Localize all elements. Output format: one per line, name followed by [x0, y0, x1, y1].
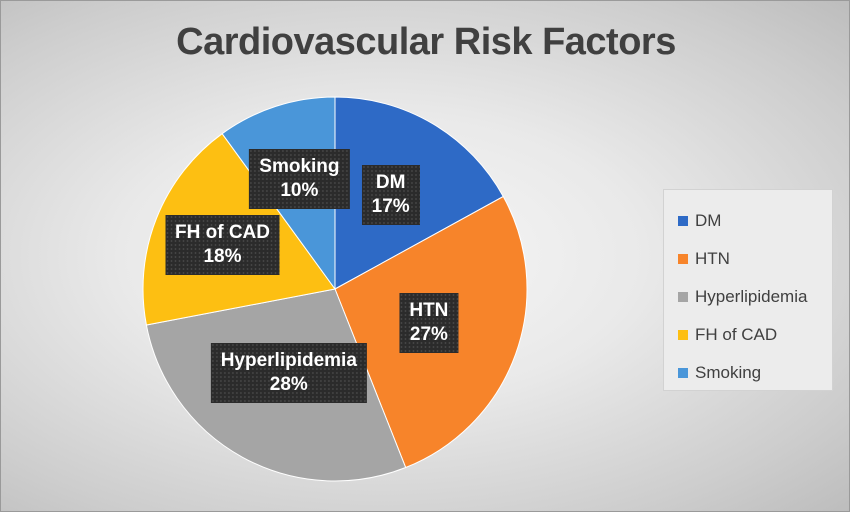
data-label-percent: 27% [409, 323, 448, 345]
legend-item-dm: DM [678, 202, 832, 240]
legend-item-htn: HTN [678, 240, 832, 278]
data-label-fh-of-cad: FH of CAD 18% [165, 214, 280, 275]
legend-label: DM [695, 211, 722, 230]
data-label-category: HTN [409, 299, 449, 321]
legend-item-hyperlipidemia: Hyperlipidemia [678, 278, 832, 316]
legend-swatch [678, 330, 688, 340]
chart-title: Cardiovascular Risk Factors [176, 21, 676, 63]
data-label-percent: 28% [269, 374, 308, 396]
legend-swatch [678, 254, 688, 264]
data-label-percent: 17% [371, 195, 410, 217]
data-label-hyperlipidemia: Hyperlipidemia 28% [210, 343, 367, 404]
data-label-htn: HTN 27% [399, 292, 459, 353]
data-label-dm: DM 17% [361, 164, 420, 225]
legend-item-fh-of-cad: FH of CAD [678, 316, 832, 354]
data-label-category: Smoking [259, 156, 340, 178]
data-label-category: FH of CAD [175, 221, 270, 243]
legend-label: Smoking [695, 363, 762, 382]
data-label-category: DM [375, 171, 406, 193]
legend-label: Hyperlipidemia [695, 287, 808, 306]
legend-swatch [678, 216, 688, 226]
data-label-percent: 18% [203, 245, 242, 267]
legend-swatch [678, 368, 688, 378]
legend-label: FH of CAD [695, 325, 778, 344]
legend-label: HTN [695, 249, 730, 268]
data-label-percent: 10% [280, 180, 319, 202]
legend-swatch [678, 292, 688, 302]
legend-item-smoking: Smoking [678, 354, 832, 392]
data-label-smoking: Smoking 10% [249, 149, 350, 210]
legend: DM HTN Hyperlipidemia FH of CAD Smoking [663, 189, 833, 391]
data-label-category: Hyperlipidemia [220, 350, 357, 372]
